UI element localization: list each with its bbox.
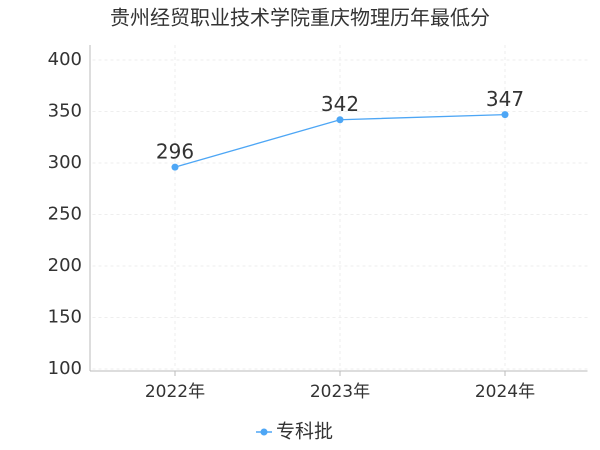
data-label: 296 — [156, 140, 194, 164]
y-tick-label: 100 — [48, 358, 82, 379]
data-label: 347 — [486, 87, 524, 111]
y-tick-label: 150 — [48, 307, 82, 328]
point — [171, 163, 179, 171]
y-tick-label: 350 — [48, 101, 82, 122]
y-tick-label: 400 — [48, 49, 82, 70]
y-tick-label: 200 — [48, 255, 82, 276]
legend-label: 专科批 — [276, 421, 333, 443]
legend-marker — [260, 428, 268, 436]
x-tick-label: 2023年 — [310, 382, 370, 402]
chart-title: 贵州经贸职业技术学院重庆物理历年最低分 — [110, 6, 490, 30]
point — [336, 116, 344, 124]
x-tick-label: 2022年 — [145, 382, 205, 402]
y-tick-label: 250 — [48, 204, 82, 225]
y-tick-label: 300 — [48, 152, 82, 173]
point — [501, 111, 509, 119]
data-label: 342 — [321, 92, 359, 116]
x-tick-label: 2024年 — [475, 382, 535, 402]
